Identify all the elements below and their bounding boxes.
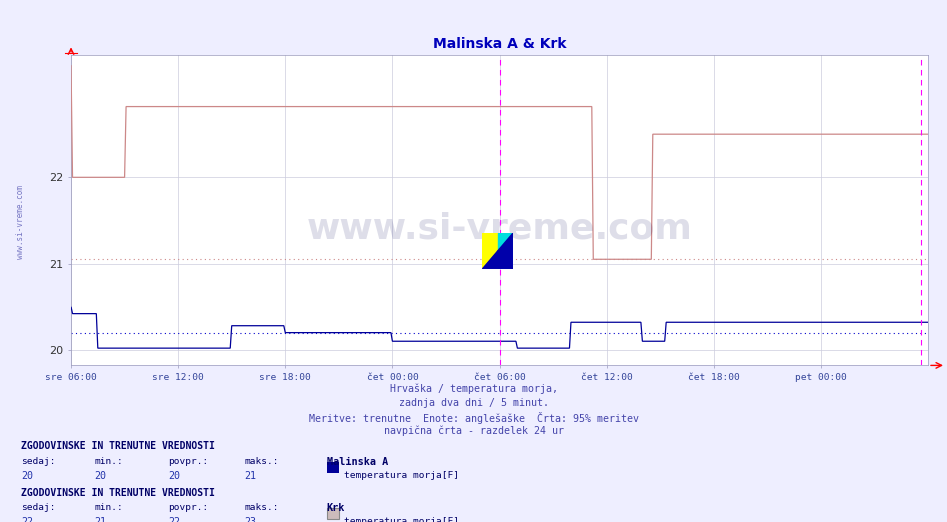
- Text: ZGODOVINSKE IN TRENUTNE VREDNOSTI: ZGODOVINSKE IN TRENUTNE VREDNOSTI: [21, 441, 215, 451]
- Text: min.:: min.:: [95, 503, 123, 512]
- Text: temperatura morja[F]: temperatura morja[F]: [344, 471, 458, 480]
- Polygon shape: [498, 233, 513, 269]
- Text: 20: 20: [95, 471, 107, 481]
- Text: temperatura morja[F]: temperatura morja[F]: [344, 517, 458, 522]
- Text: 20: 20: [169, 471, 181, 481]
- Text: maks.:: maks.:: [244, 503, 278, 512]
- Text: sedaj:: sedaj:: [21, 457, 55, 466]
- Polygon shape: [498, 233, 513, 269]
- Text: 23: 23: [244, 517, 257, 522]
- Polygon shape: [482, 251, 513, 269]
- Text: povpr.:: povpr.:: [169, 457, 209, 466]
- Text: sedaj:: sedaj:: [21, 503, 55, 512]
- Text: Malinska A: Malinska A: [327, 457, 388, 467]
- Text: www.si-vreme.com: www.si-vreme.com: [16, 185, 26, 259]
- Text: zadnja dva dni / 5 minut.: zadnja dva dni / 5 minut.: [399, 398, 548, 408]
- Text: Krk: Krk: [327, 503, 345, 513]
- Text: www.si-vreme.com: www.si-vreme.com: [307, 212, 692, 246]
- Text: 21: 21: [95, 517, 107, 522]
- Text: 22: 22: [169, 517, 181, 522]
- Title: Malinska A & Krk: Malinska A & Krk: [433, 37, 566, 51]
- Text: 22: 22: [21, 517, 33, 522]
- Text: Hrvaška / temperatura morja,: Hrvaška / temperatura morja,: [389, 384, 558, 394]
- Text: Meritve: trenutne  Enote: anglešaške  Črta: 95% meritev: Meritve: trenutne Enote: anglešaške Črta…: [309, 412, 638, 424]
- Text: 21: 21: [244, 471, 257, 481]
- Text: povpr.:: povpr.:: [169, 503, 209, 512]
- Text: min.:: min.:: [95, 457, 123, 466]
- Text: navpična črta - razdelek 24 ur: navpična črta - razdelek 24 ur: [384, 426, 563, 436]
- Text: maks.:: maks.:: [244, 457, 278, 466]
- Polygon shape: [482, 233, 498, 269]
- Text: ZGODOVINSKE IN TRENUTNE VREDNOSTI: ZGODOVINSKE IN TRENUTNE VREDNOSTI: [21, 488, 215, 498]
- Text: 20: 20: [21, 471, 33, 481]
